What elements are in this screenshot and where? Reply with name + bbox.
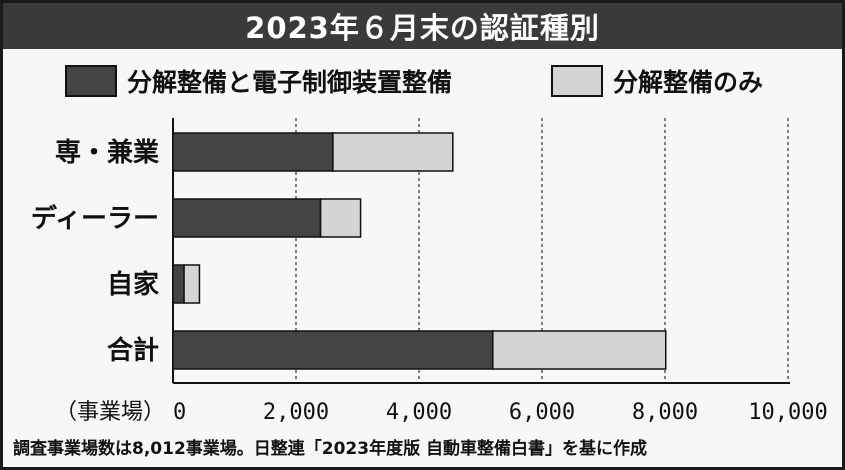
- legend-swatch-series-1: [65, 65, 117, 97]
- x-tick-label-3: 6,000: [509, 400, 575, 425]
- category-label-1: ディーラー: [31, 203, 159, 234]
- bar-1-series-2: [319, 198, 362, 238]
- bar-chart: 0 2,000 4,000 6,000 8,000 10,000 （事業場） 専・兼業ディーラ…: [31, 118, 828, 425]
- bar-3-series-2: [492, 330, 667, 370]
- x-axis-unit-label: （事業場）: [55, 400, 165, 425]
- category-label-2: 自家: [107, 269, 159, 300]
- footnote: 調査事業場数は8,012事業場。日整連「2023年度版 自動車整備白書」を基に作…: [13, 439, 648, 459]
- chart-title: 2023年６月末の認証種別: [245, 11, 600, 45]
- x-tick-label-1: 2,000: [263, 400, 329, 425]
- legend-label-series-1: 分解整備と電子制御装置整備: [127, 68, 453, 97]
- category-label-3: 合計: [107, 335, 159, 366]
- x-tick-label-0: 0: [173, 400, 186, 425]
- category-label-0: 専・兼業: [55, 137, 159, 168]
- legend-swatch-series-2: [551, 65, 603, 97]
- title-bar: 2023年６月末の認証種別: [3, 3, 842, 49]
- legend-item-series-1: 分解整備と電子制御装置整備: [65, 63, 452, 99]
- legend: 分解整備と電子制御装置整備 分解整備のみ: [3, 63, 842, 103]
- legend-item-series-2: 分解整備のみ: [551, 63, 763, 99]
- bar-3-series-1: [172, 330, 494, 370]
- x-tick-label-5: 10,000: [748, 400, 827, 425]
- bar-2-series-1: [172, 264, 185, 304]
- x-tick-label-2: 4,000: [386, 400, 452, 425]
- bar-0-series-2: [332, 132, 454, 172]
- legend-label-series-2: 分解整備のみ: [613, 68, 764, 97]
- bar-1-series-1: [172, 198, 322, 238]
- x-tick-label-4: 8,000: [632, 400, 698, 425]
- bar-2-series-2: [183, 264, 201, 304]
- bar-0-series-1: [172, 132, 334, 172]
